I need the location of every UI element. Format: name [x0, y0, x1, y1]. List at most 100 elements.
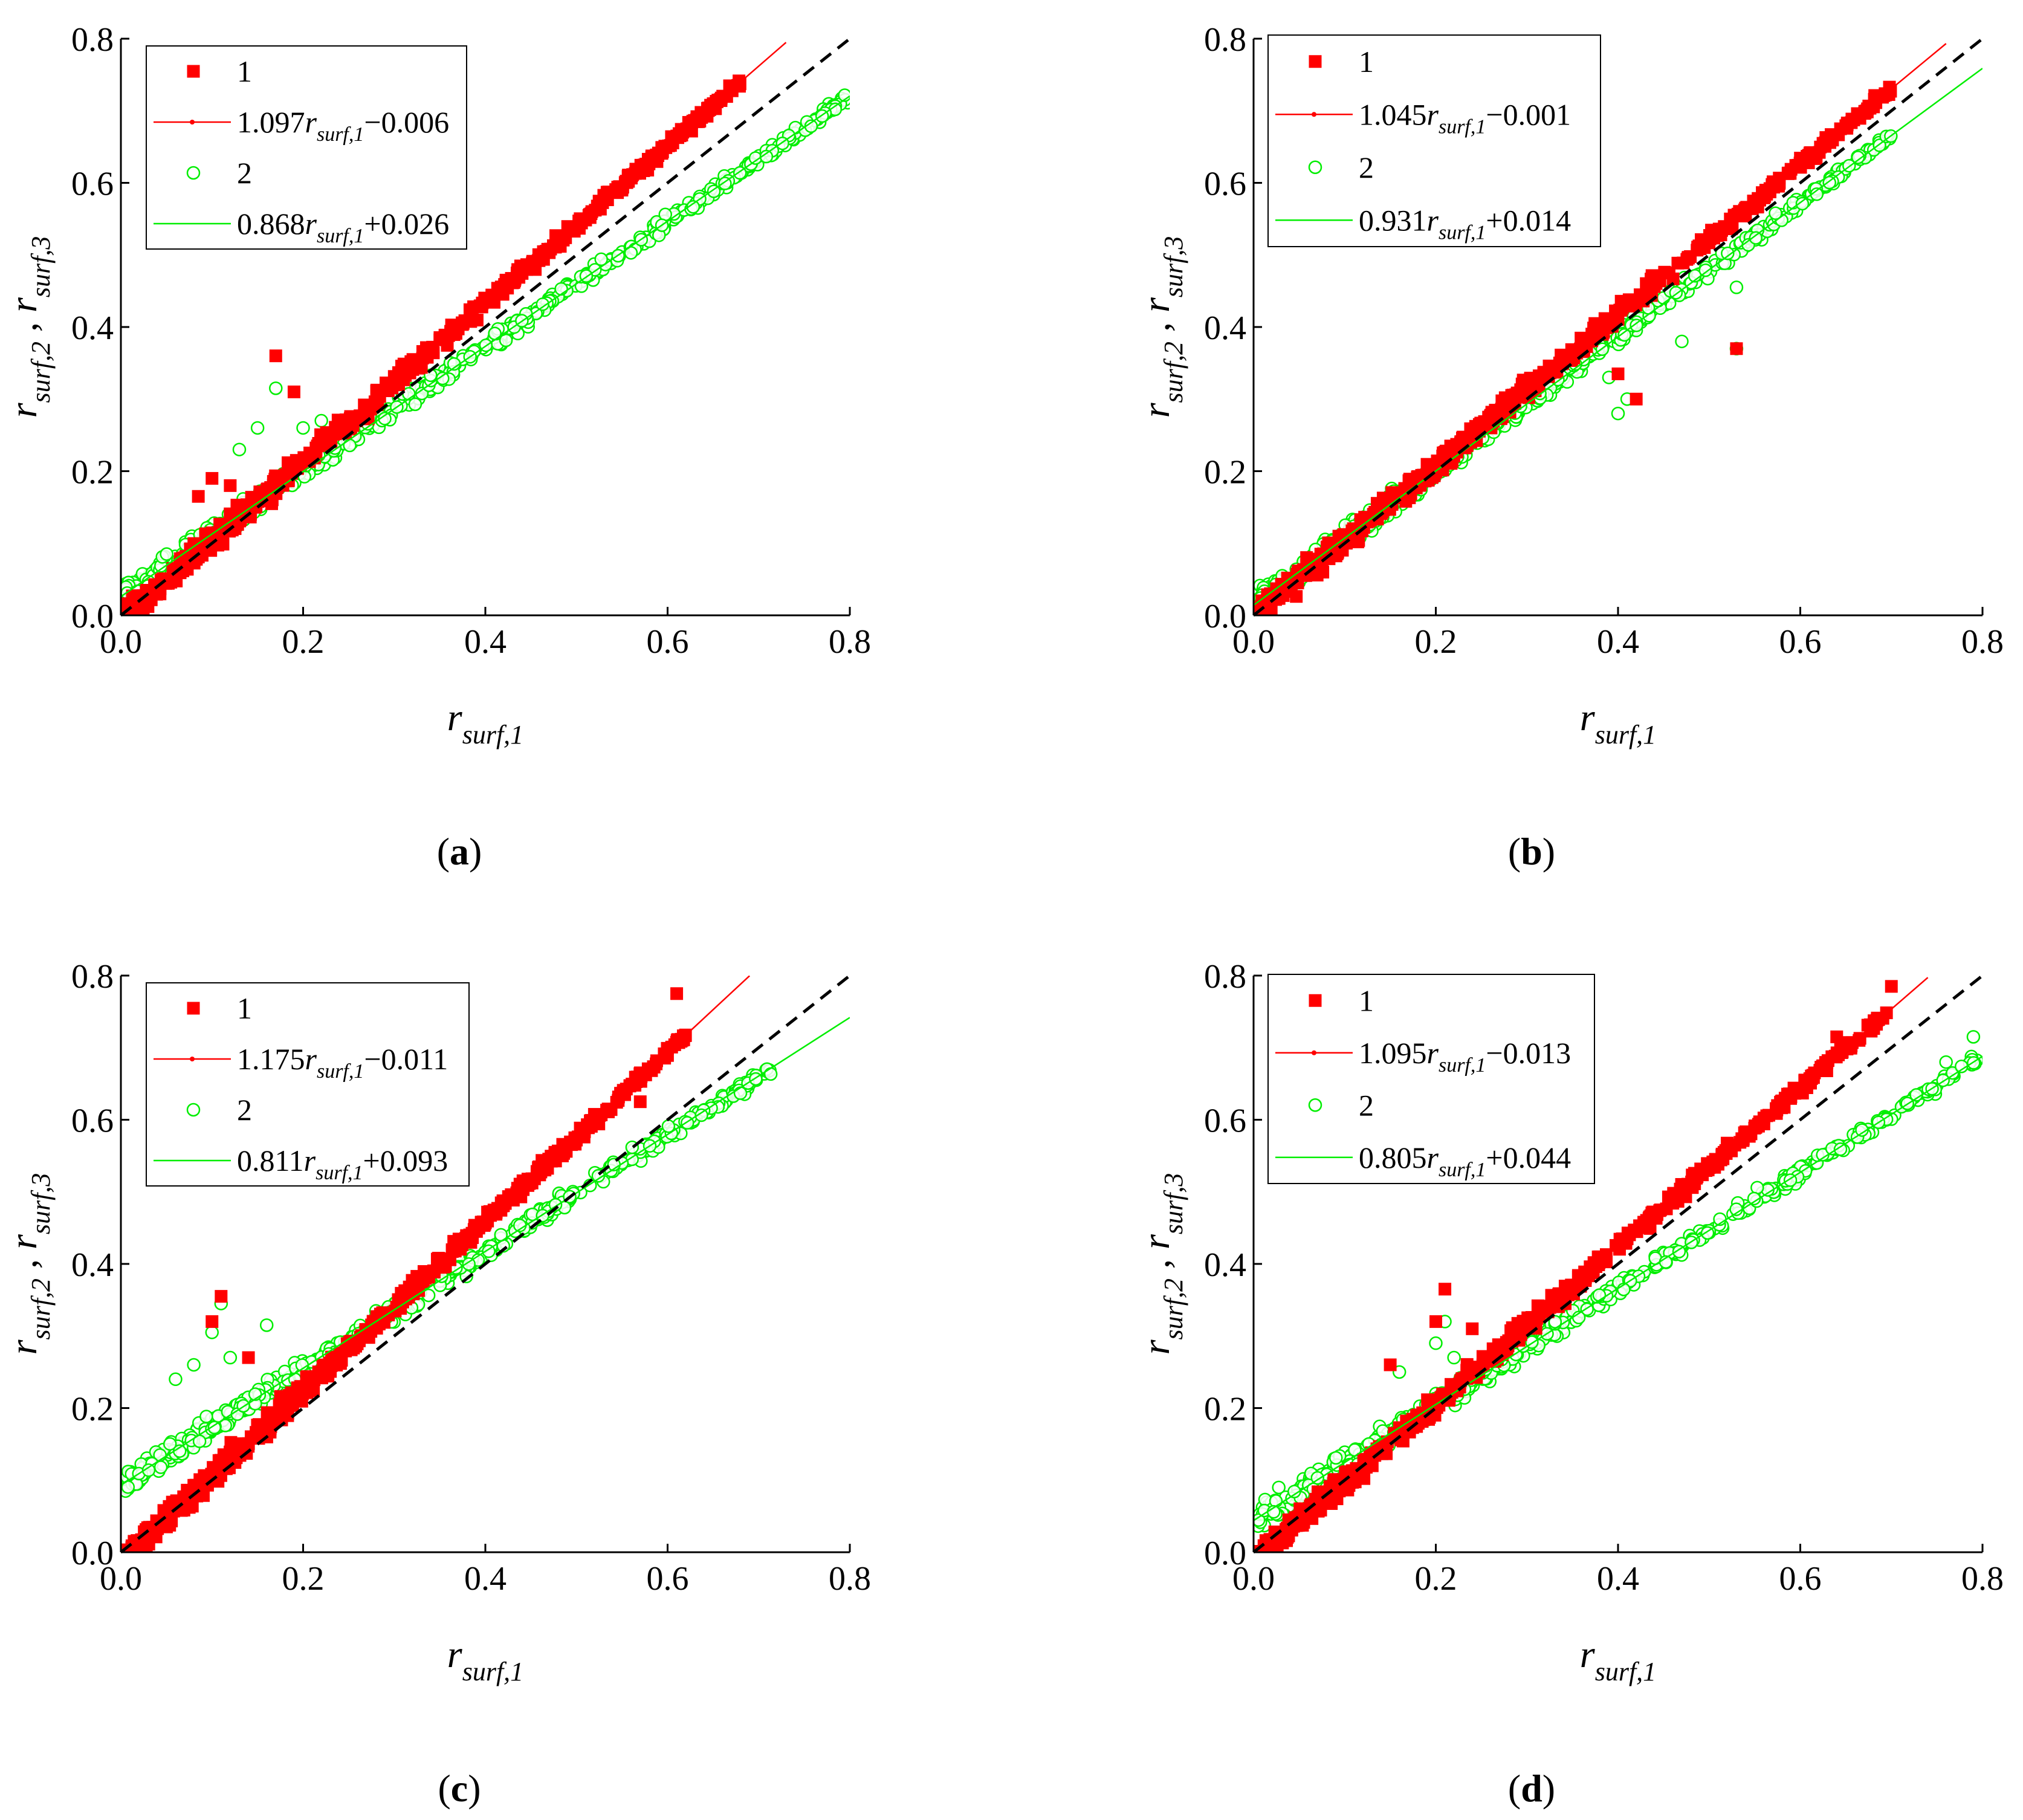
panel-caption: (c)	[438, 1767, 481, 1810]
data-point	[481, 1214, 494, 1228]
data-point	[647, 1060, 661, 1074]
data-point	[1833, 1142, 1848, 1156]
data-point	[720, 90, 733, 103]
data-point	[378, 412, 392, 426]
x-tick-label: 0.6	[1779, 1560, 1822, 1598]
x-tick-label: 0.8	[1961, 1560, 2004, 1598]
legend-fit-label-series-1: 1.095rsurf,1−0.013	[1359, 1036, 1571, 1077]
data-point	[1329, 1451, 1343, 1465]
data-point	[452, 322, 465, 335]
data-point	[707, 184, 721, 198]
y-tick-label: 0.4	[71, 1246, 114, 1284]
chart-panel-a: 0.0 0.2 0.4 0.6 0.8 0.0 0.2 0.4 0.6 0.8 rsurf,1 rsu…	[2, 21, 871, 873]
y-tick-label: 0.2	[1204, 454, 1246, 491]
y-axis-label: rsurf,2 , rsurf,3	[1134, 236, 1188, 418]
data-point-outlier	[670, 987, 684, 1000]
legend: 1 1.097rsurf,1−0.006 2 0.868rsurf,1+0.026	[146, 45, 467, 250]
legend-line-dot	[1312, 112, 1316, 117]
y-tick-label: 0.8	[71, 21, 114, 59]
y-tick-label: 0.0	[1204, 1535, 1246, 1572]
data-point	[1514, 383, 1527, 397]
series-1-points	[1254, 80, 1897, 615]
y-tick-label: 0.8	[71, 958, 114, 996]
data-point	[1505, 1330, 1518, 1343]
data-point	[1592, 1288, 1607, 1302]
data-point	[408, 397, 422, 412]
fit-line-series-2	[121, 95, 850, 598]
data-point-outlier	[1611, 368, 1625, 381]
legend-marker-series-2	[1308, 160, 1322, 174]
data-point-outlier	[1830, 1030, 1843, 1043]
x-tick-label: 0.0	[1232, 1560, 1275, 1598]
x-tick-label: 0.4	[464, 1560, 507, 1598]
data-point	[1617, 328, 1631, 342]
x-axis-label: rsurf,1	[1580, 696, 1656, 750]
legend-box	[1267, 974, 1595, 1184]
data-point-outlier	[1966, 1030, 1981, 1044]
data-point	[763, 1067, 778, 1081]
x-tick-label: 0.8	[1961, 623, 2004, 661]
data-point	[1672, 1245, 1686, 1258]
data-point	[413, 360, 427, 374]
data-point	[462, 1257, 476, 1271]
chart-panel-c: 0.0 0.2 0.4 0.6 0.8 0.0 0.2 0.4 0.6 0.8 rsurf,1 rsu…	[2, 958, 871, 1810]
data-point	[633, 1066, 647, 1080]
legend-marker-series-2	[186, 1103, 201, 1117]
y-tick-label: 0.0	[71, 598, 114, 635]
y-axis-label: rsurf,2 , rsurf,3	[1134, 1173, 1188, 1355]
data-point-outlier	[296, 421, 310, 435]
x-tick-label: 0.2	[1415, 1560, 1457, 1598]
fit-line-series-1	[125, 42, 787, 615]
data-point	[433, 333, 447, 346]
legend-label-series-2: 2	[237, 1093, 252, 1127]
data-point-outlier	[1611, 406, 1625, 421]
data-point-outlier	[1630, 392, 1643, 406]
data-point	[381, 384, 395, 397]
y-axis-label: rsurf,2 , rsurf,3	[2, 1173, 56, 1355]
data-point	[163, 1437, 177, 1451]
data-point	[1851, 151, 1865, 164]
data-point	[601, 1103, 615, 1116]
data-point	[759, 149, 774, 164]
data-point	[513, 271, 526, 284]
data-point-outlier	[1466, 1322, 1479, 1335]
data-point	[267, 1415, 280, 1428]
data-point	[1752, 1119, 1765, 1133]
x-tick-label: 0.0	[100, 623, 142, 661]
data-point	[1778, 1101, 1791, 1114]
data-point	[554, 282, 568, 296]
identity-line	[1252, 974, 1984, 1553]
legend-label-series-1: 1	[1359, 45, 1374, 79]
data-point	[211, 1471, 224, 1484]
data-point	[343, 438, 357, 453]
data-point-outlier	[206, 1315, 219, 1328]
data-point	[482, 1244, 496, 1258]
data-point	[1718, 222, 1731, 235]
data-point-outlier	[187, 1358, 201, 1372]
data-point	[1686, 1181, 1699, 1194]
identity-line	[120, 37, 851, 617]
data-point	[279, 468, 293, 481]
data-point-outlier	[1730, 342, 1743, 355]
data-point	[251, 1419, 264, 1432]
data-point-outlier	[206, 471, 219, 485]
data-point	[1820, 1064, 1833, 1078]
panel-caption: (b)	[1508, 830, 1555, 873]
y-tick-label: 0.0	[71, 1535, 114, 1572]
legend-line-dot	[1312, 1050, 1316, 1055]
data-point	[1325, 1497, 1338, 1510]
data-point	[1543, 366, 1556, 380]
data-point-outlier	[633, 1095, 647, 1109]
data-point-outlier	[259, 1318, 274, 1332]
panel-caption: (d)	[1508, 1767, 1555, 1810]
x-tick-label: 0.4	[464, 623, 507, 661]
data-point	[468, 1219, 481, 1232]
data-point	[128, 591, 141, 604]
data-point-outlier	[287, 385, 300, 398]
data-point-outlier	[205, 1326, 219, 1339]
data-point-outlier	[223, 1350, 238, 1365]
x-tick-label: 0.0	[100, 1560, 142, 1598]
data-point	[160, 547, 173, 561]
